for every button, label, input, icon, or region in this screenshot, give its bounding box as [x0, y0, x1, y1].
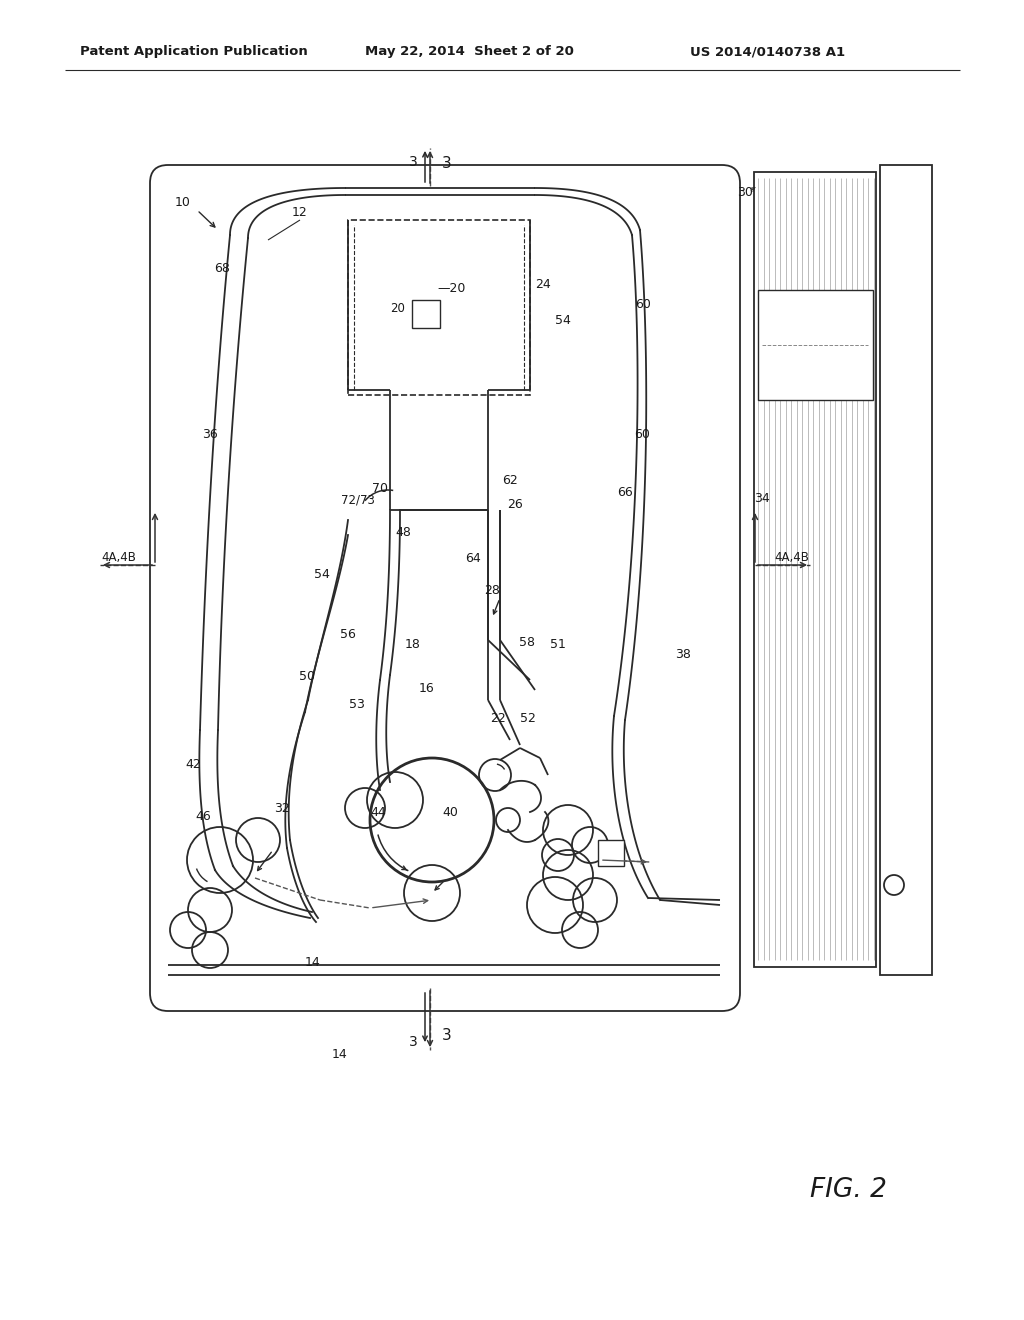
Text: 24: 24: [536, 279, 551, 292]
Text: 14: 14: [305, 957, 321, 969]
Bar: [758, 290, 873, 400]
Text: 60: 60: [635, 298, 651, 312]
Text: 3: 3: [442, 156, 452, 170]
Text: 52: 52: [520, 711, 536, 725]
Text: Patent Application Publication: Patent Application Publication: [80, 45, 308, 58]
Text: 66: 66: [617, 486, 633, 499]
Text: 28: 28: [484, 583, 500, 597]
Text: 48: 48: [395, 527, 411, 540]
Bar: [412, 300, 440, 327]
Text: 42: 42: [185, 759, 201, 771]
Text: 38: 38: [675, 648, 691, 661]
Text: 12: 12: [292, 206, 308, 219]
Text: 50: 50: [299, 669, 315, 682]
Text: 36: 36: [202, 429, 218, 441]
Text: 40: 40: [442, 805, 458, 818]
Text: 32: 32: [274, 801, 290, 814]
Text: 64: 64: [465, 552, 481, 565]
Text: 3: 3: [409, 154, 418, 169]
Bar: [348, 220, 530, 395]
Text: FIG. 2: FIG. 2: [810, 1177, 887, 1203]
Text: 26: 26: [507, 499, 523, 511]
Text: 16: 16: [419, 681, 435, 694]
Text: 22: 22: [490, 711, 506, 725]
Text: 70: 70: [372, 482, 388, 495]
Text: 34: 34: [754, 491, 770, 504]
Text: —20: —20: [438, 281, 466, 294]
Text: 3: 3: [442, 1027, 452, 1043]
Text: 18: 18: [406, 639, 421, 652]
Text: 62: 62: [502, 474, 518, 487]
Text: 72/73: 72/73: [341, 494, 375, 507]
Bar: [598, 840, 624, 866]
Text: 3: 3: [409, 1035, 418, 1049]
Text: 14: 14: [332, 1048, 348, 1061]
Text: 68: 68: [214, 261, 230, 275]
Text: 56: 56: [340, 627, 356, 640]
Text: 4A,4B: 4A,4B: [774, 552, 809, 565]
Text: 54: 54: [555, 314, 571, 326]
Text: 54: 54: [314, 569, 330, 582]
Text: US 2014/0140738 A1: US 2014/0140738 A1: [690, 45, 845, 58]
Text: 4A,4B: 4A,4B: [101, 552, 136, 565]
Text: 44: 44: [370, 805, 386, 818]
Text: 10: 10: [175, 197, 190, 210]
Text: 46: 46: [196, 810, 211, 824]
Text: 53: 53: [349, 698, 365, 711]
Text: 60: 60: [634, 429, 650, 441]
Text: 30: 30: [737, 186, 753, 198]
Text: May 22, 2014  Sheet 2 of 20: May 22, 2014 Sheet 2 of 20: [365, 45, 573, 58]
Bar: [754, 172, 876, 968]
Text: 51: 51: [550, 639, 566, 652]
Text: 20: 20: [390, 301, 406, 314]
Text: 58: 58: [519, 636, 535, 649]
Bar: [880, 165, 932, 975]
FancyBboxPatch shape: [150, 165, 740, 1011]
